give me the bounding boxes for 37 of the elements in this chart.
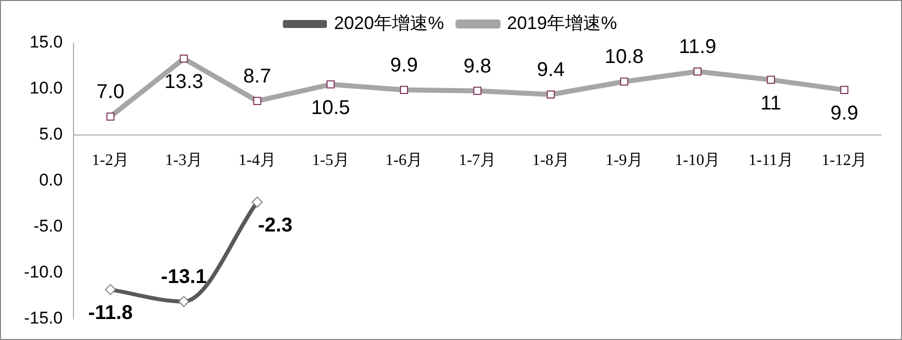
y-tick-label: -15.0 <box>24 308 63 328</box>
data-label: 8.7 <box>243 65 272 88</box>
data-label: 9.8 <box>463 55 492 78</box>
x-tick-label: 1-5月 <box>312 152 350 169</box>
y-tick-label: 15.0 <box>30 32 63 52</box>
x-tick-label: 1-6月 <box>385 152 423 169</box>
data-label: -2.3 <box>258 214 292 237</box>
point <box>178 296 190 308</box>
data-label: 10.8 <box>604 46 644 68</box>
data-label: 9.9 <box>830 102 858 124</box>
data-label: 11.9 <box>678 36 716 58</box>
legend-label: 2019年增速% <box>507 12 618 33</box>
data-label: 9.4 <box>536 59 565 82</box>
y-tick-label: 10.0 <box>30 78 63 98</box>
data-label: -11.8 <box>88 302 133 324</box>
x-tick-label: 1-2月 <box>92 152 130 169</box>
point <box>252 196 263 208</box>
legend-label: 2020年增速% <box>334 12 444 33</box>
y-tick-label: 5.0 <box>39 124 63 144</box>
y-tick-label: -5.0 <box>33 216 63 236</box>
x-tick-label: 1-8月 <box>532 152 570 169</box>
y-tick-label: -10.0 <box>24 262 63 282</box>
point <box>104 284 116 296</box>
x-tick-label: 1-7月 <box>458 152 496 169</box>
data-label: 9.9 <box>390 54 418 76</box>
x-tick-label: 1-9月 <box>605 152 643 169</box>
data-label: 11 <box>760 92 782 114</box>
data-label: 13.3 <box>164 71 204 94</box>
data-label: 7.0 <box>96 81 124 104</box>
data-label: -13.1 <box>161 266 207 288</box>
x-tick-label: 1-10月 <box>674 152 720 169</box>
x-tick-label: 1-4月 <box>238 152 276 169</box>
x-tick-label: 1-12月 <box>822 152 867 169</box>
data-label: 10.5 <box>311 96 350 119</box>
y-tick-label: 0.0 <box>39 170 63 190</box>
x-tick-label: 1-11月 <box>748 152 794 169</box>
x-tick-label: 1-3月 <box>165 152 202 169</box>
